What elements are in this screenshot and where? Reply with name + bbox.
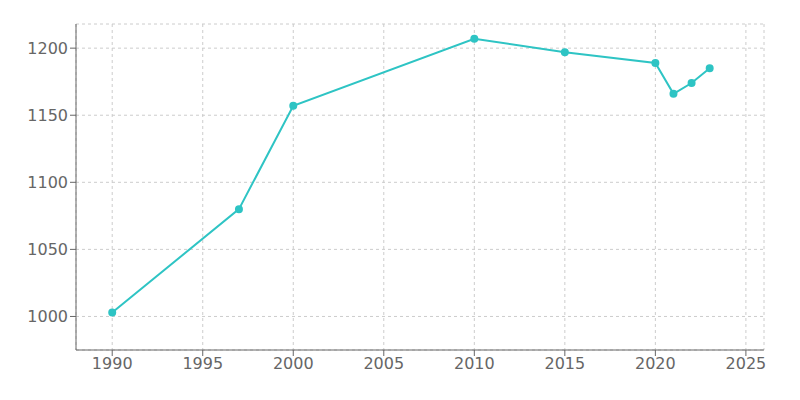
svg-text:1000: 1000 bbox=[27, 307, 68, 326]
svg-text:2025: 2025 bbox=[726, 354, 767, 373]
svg-text:2000: 2000 bbox=[273, 354, 314, 373]
svg-text:2015: 2015 bbox=[544, 354, 585, 373]
svg-text:2010: 2010 bbox=[454, 354, 495, 373]
svg-text:1990: 1990 bbox=[92, 354, 133, 373]
svg-text:1050: 1050 bbox=[27, 240, 68, 259]
svg-text:1150: 1150 bbox=[27, 106, 68, 125]
svg-text:1200: 1200 bbox=[27, 39, 68, 58]
svg-text:1995: 1995 bbox=[182, 354, 223, 373]
svg-text:1100: 1100 bbox=[27, 173, 68, 192]
svg-text:2005: 2005 bbox=[363, 354, 404, 373]
svg-text:2020: 2020 bbox=[635, 354, 676, 373]
